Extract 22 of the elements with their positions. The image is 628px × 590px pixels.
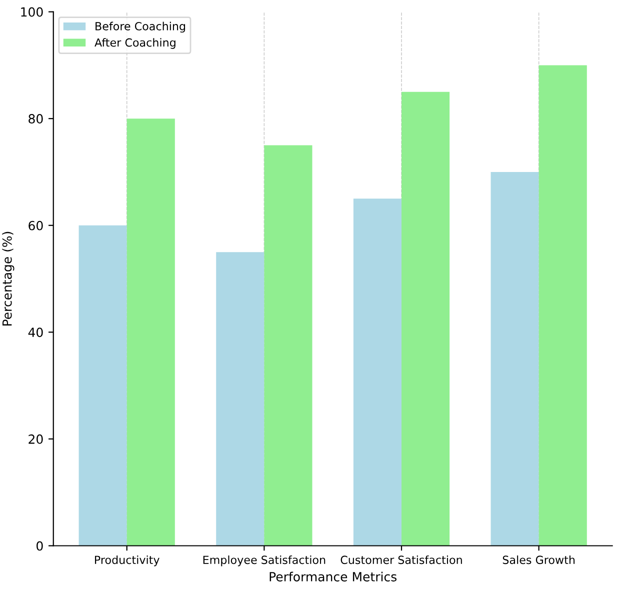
bar — [353, 198, 402, 546]
bar — [538, 65, 587, 546]
legend-label: After Coaching — [94, 38, 176, 49]
y-tick-label: 80 — [28, 114, 43, 124]
bar — [216, 252, 264, 546]
y-axis-title: Percentage (%) — [2, 232, 14, 326]
x-tick-label: Sales Growth — [502, 555, 575, 564]
y-tick-label: 0 — [36, 541, 43, 551]
bar — [78, 225, 127, 546]
y-tick-label: 100 — [21, 7, 43, 17]
y-tick-label: 60 — [28, 220, 43, 230]
bar — [126, 118, 175, 546]
x-tick-label: Productivity — [95, 555, 160, 566]
bar — [264, 145, 312, 546]
x-axis-title: Performance Metrics — [270, 572, 397, 582]
x-tick-label: Customer Satisfaction — [340, 555, 462, 564]
legend-label: Before Coaching — [96, 22, 186, 33]
y-tick-label: 40 — [28, 328, 43, 338]
bar — [402, 92, 450, 546]
y-tick-label: 20 — [28, 434, 43, 444]
x-tick-label: Employee Satisfaction — [203, 555, 326, 566]
bar — [490, 172, 539, 546]
